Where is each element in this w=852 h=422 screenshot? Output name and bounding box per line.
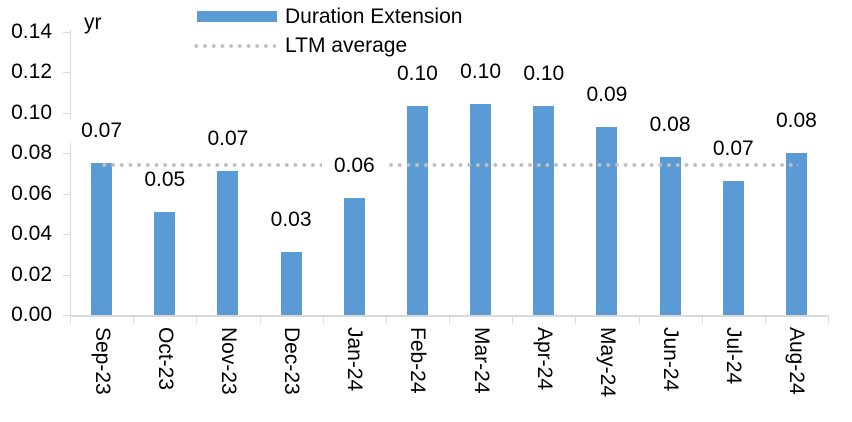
bar-value-label: 0.10 — [448, 60, 513, 85]
bar-value-label: 0.08 — [638, 113, 703, 138]
y-axis-tick — [63, 153, 70, 154]
bar-nov-23 — [217, 171, 239, 315]
bar-jul-24 — [722, 181, 744, 315]
x-axis-tick — [828, 315, 829, 323]
x-axis-tick — [259, 315, 261, 323]
bar-jan-24 — [343, 197, 365, 315]
x-axis-tick — [385, 315, 387, 323]
x-axis-tick-label: Jan-24 — [343, 327, 367, 392]
legend-label-duration-extension: Duration Extension — [285, 5, 463, 28]
x-axis-tick — [764, 315, 766, 323]
bar-jun-24 — [659, 157, 681, 315]
bar-mar-24 — [470, 104, 492, 315]
bar-value-label: 0.10 — [511, 62, 576, 87]
bar-dec-23 — [280, 252, 302, 315]
x-axis-tick — [70, 315, 71, 323]
y-axis-tick — [63, 315, 70, 316]
bar-feb-24 — [406, 106, 428, 315]
y-axis-tick — [63, 112, 70, 114]
bar-oct-23 — [154, 211, 176, 315]
x-axis-tick-label: Jul-24 — [722, 327, 746, 385]
y-axis-tick — [63, 31, 70, 33]
x-axis-tick — [133, 315, 135, 323]
y-axis-line — [70, 30, 71, 315]
y-axis-tick-label: 0.12 — [11, 60, 52, 83]
x-axis-tick — [196, 315, 198, 323]
x-axis-tick — [701, 315, 703, 323]
x-axis-tick — [449, 315, 450, 323]
x-axis-tick-label: Aug-24 — [785, 327, 809, 395]
y-axis-tick — [63, 274, 70, 276]
bar-value-label: 0.09 — [574, 82, 639, 107]
bar-value-label: 0.07 — [69, 119, 134, 144]
y-axis-tick-label: 0.04 — [11, 222, 52, 245]
legend-bar-swatch — [197, 11, 277, 22]
ltm-average-line — [99, 163, 799, 168]
x-axis-tick-label: Jun-24 — [659, 327, 683, 392]
x-axis-tick-label: Nov-23 — [216, 327, 240, 395]
bar-value-label: 0.07 — [701, 137, 766, 162]
y-axis-tick-label: 0.00 — [11, 303, 52, 326]
legend-label-ltm-average: LTM average — [285, 34, 408, 57]
bar-aug-24 — [785, 153, 807, 315]
y-axis-tick-label: 0.10 — [11, 100, 52, 124]
legend-item-duration-extension: Duration Extension — [192, 2, 462, 31]
x-axis-tick-label: Sep-23 — [90, 327, 114, 395]
bar-sep-23 — [91, 163, 113, 315]
x-axis-tick-label: Dec-23 — [280, 327, 304, 395]
y-axis-tick-label: 0.02 — [11, 262, 52, 286]
x-axis-tick — [638, 315, 640, 323]
y-axis-tick — [63, 72, 70, 73]
x-axis-tick — [322, 315, 324, 323]
y-axis-unit-label: yr — [84, 11, 102, 34]
x-axis-tick-label: May-24 — [595, 327, 619, 398]
x-axis-tick — [575, 315, 577, 323]
bar-value-label: 0.08 — [764, 109, 829, 133]
y-axis-tick — [63, 234, 70, 235]
chart-legend: Duration Extension LTM average — [192, 2, 462, 60]
x-axis-tick-label: Feb-24 — [406, 327, 430, 394]
y-axis-tick-label: 0.08 — [11, 141, 52, 164]
bar-value-label: 0.03 — [259, 208, 324, 233]
bar-value-label: 0.07 — [195, 127, 260, 152]
x-axis-tick — [512, 315, 514, 323]
bar-may-24 — [596, 126, 618, 315]
bar-value-label: 0.06 — [322, 153, 387, 178]
y-axis-tick — [63, 193, 70, 195]
legend-item-ltm-average: LTM average — [192, 31, 462, 60]
bar-apr-24 — [533, 106, 555, 315]
bar-value-label: 0.05 — [132, 167, 197, 192]
y-axis-tick-label: 0.14 — [11, 19, 52, 43]
legend-dotted-line-swatch — [192, 43, 276, 48]
y-axis-tick-label: 0.06 — [11, 181, 52, 205]
x-axis-tick-label: Oct-23 — [153, 327, 177, 391]
x-axis-tick-label: Mar-24 — [469, 327, 493, 394]
x-axis-tick-label: Apr-24 — [532, 327, 556, 391]
bar-value-label: 0.10 — [385, 62, 450, 87]
